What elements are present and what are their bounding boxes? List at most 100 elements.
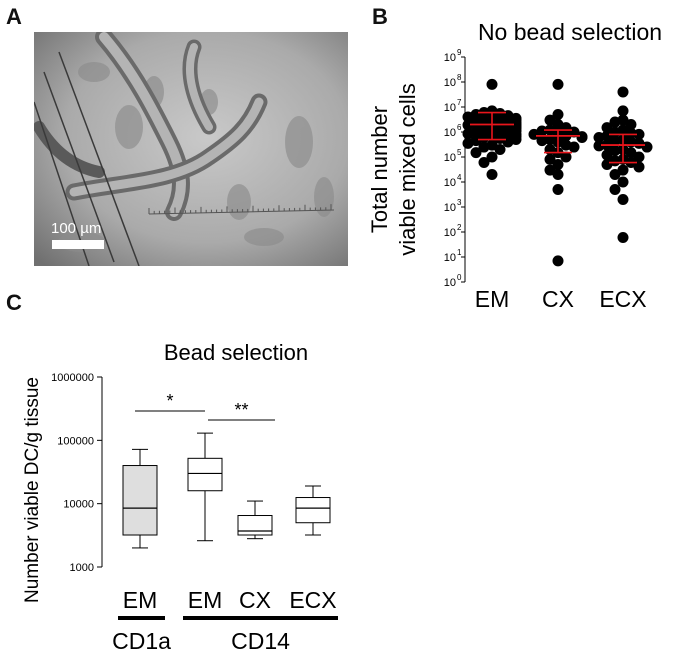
chart-c-group-bar <box>118 616 165 620</box>
chart-b-point <box>617 164 629 176</box>
chart-c-box-body <box>237 515 273 536</box>
chart-c-y-tick-label: 1000000 <box>51 372 94 384</box>
chart-b-y-tick-exponent: 6 <box>457 123 462 132</box>
chart-b-point <box>462 111 474 123</box>
chart-c-y-axis: 1000 10000 100000 1000000 <box>51 372 103 574</box>
chart-b-point <box>593 132 605 144</box>
chart-b-points <box>462 78 653 267</box>
chart-c-y-tick-label: 1000 <box>70 562 94 574</box>
chart-b-point <box>641 141 653 153</box>
chart-b-point <box>633 151 645 163</box>
scale-bar-label: 100 µm <box>51 220 101 237</box>
chart-b-y-tick-exponent: 5 <box>457 148 462 157</box>
chart-b-point <box>576 132 588 144</box>
panel-label-a: A <box>6 4 22 29</box>
chart-c-x-tick-labels: EM EM CX ECX <box>123 587 337 613</box>
chart-b-point <box>552 184 564 196</box>
panel-label-c: C <box>6 290 22 315</box>
panel-label-b: B <box>372 4 388 29</box>
chart-b-point <box>462 119 474 131</box>
chart-b-title: No bead selection <box>478 19 662 45</box>
chart-b-y-tick-label: 10 <box>444 277 456 289</box>
chart-b-point <box>478 141 490 153</box>
chart-c-box <box>122 448 158 549</box>
ruler-tick-marks <box>148 204 332 214</box>
chart-c-group-labels: CD1a CD14 <box>112 616 338 654</box>
chart-b-point <box>544 164 556 176</box>
chart-b-point <box>617 86 629 98</box>
chart-b-x-tick-label: EM <box>475 286 510 312</box>
chart-c-significance-label: * <box>166 391 173 411</box>
chart-b-point <box>601 159 613 171</box>
chart-b-y-tick-exponent: 8 <box>457 73 462 82</box>
chart-b-x-tick-label: CX <box>542 286 574 312</box>
chart-c-x-tick-label: ECX <box>289 587 336 613</box>
chart-b-y-tick-exponent: 2 <box>457 223 462 232</box>
chart-b-ylabel-line: viable mixed cells <box>395 83 420 255</box>
chart-b-point <box>609 184 621 196</box>
scale-bar <box>52 240 104 249</box>
chart-c-bead-selection: Bead selection Number viable DC/g tissue… <box>22 340 338 654</box>
chart-b-no-bead-selection: No bead selection Total number viable mix… <box>367 19 662 312</box>
tubular-structures <box>34 32 268 221</box>
chart-b-point <box>536 135 548 147</box>
chart-b-y-tick-label: 10 <box>444 152 456 164</box>
chart-b-point <box>617 193 629 205</box>
chart-c-title: Bead selection <box>164 340 308 365</box>
chart-b-point <box>552 109 564 121</box>
chart-c-x-tick-label: EM <box>188 587 223 613</box>
chart-b-point <box>617 105 629 117</box>
chart-b-point <box>609 135 621 147</box>
chart-c-y-tick-label: 100000 <box>57 435 94 447</box>
chart-c-group-label: CD14 <box>231 628 290 654</box>
chart-b-point <box>462 128 474 140</box>
chart-b-point <box>625 147 637 159</box>
chart-b-point <box>633 128 645 140</box>
chart-b-point <box>486 151 498 163</box>
chart-b-y-tick-exponent: 3 <box>457 198 462 207</box>
chart-b-point <box>609 145 621 157</box>
chart-b-point <box>552 255 564 267</box>
chart-b-point <box>486 168 498 180</box>
chart-b-y-tick-exponent: 0 <box>457 273 462 282</box>
chart-b-y-tick-label: 10 <box>444 77 456 89</box>
chart-b-point <box>552 78 564 90</box>
chart-c-boxes <box>122 432 331 549</box>
chart-c-box <box>237 500 273 540</box>
chart-b-point <box>568 141 580 153</box>
chart-b-y-tick-exponent: 1 <box>457 248 462 257</box>
chart-b-y-tick-exponent: 9 <box>457 48 462 57</box>
chart-b-point <box>609 168 621 180</box>
chart-b-y-tick-label: 10 <box>444 252 456 264</box>
chart-c-box <box>295 485 331 536</box>
chart-c-group-label: CD1a <box>112 628 171 654</box>
chart-b-y-tick-label: 10 <box>444 127 456 139</box>
chart-c-box <box>187 432 223 542</box>
chart-b-y-tick-label: 10 <box>444 52 456 64</box>
chart-c-ylabel: Number viable DC/g tissue <box>22 377 43 603</box>
chart-b-point <box>502 136 514 148</box>
chart-c-significance: * ** <box>135 391 275 421</box>
chart-b-point <box>617 176 629 188</box>
chart-b-point <box>478 157 490 169</box>
chart-b-point <box>552 168 564 180</box>
chart-b-x-tick-labels: EM CX ECX <box>475 286 647 312</box>
chart-b-y-tick-label: 10 <box>444 202 456 214</box>
chart-b-ylabel-line: Total number <box>367 106 392 233</box>
tissue-fragments <box>58 62 334 252</box>
chart-b-point <box>633 161 645 173</box>
chart-b-y-tick-label: 10 <box>444 102 456 114</box>
chart-b-point <box>601 149 613 161</box>
chart-b-point <box>486 78 498 90</box>
chart-b-point <box>625 118 637 130</box>
chart-b-point <box>552 159 564 171</box>
chart-c-x-tick-label: EM <box>123 587 158 613</box>
chart-b-y-tick-label: 10 <box>444 227 456 239</box>
chart-b-point <box>544 153 556 165</box>
chart-b-point <box>609 116 621 128</box>
chart-b-point <box>601 122 613 134</box>
chart-b-x-tick-label: ECX <box>599 286 646 312</box>
chart-b-point <box>560 151 572 163</box>
chart-b-y-tick-exponent: 4 <box>457 173 462 182</box>
